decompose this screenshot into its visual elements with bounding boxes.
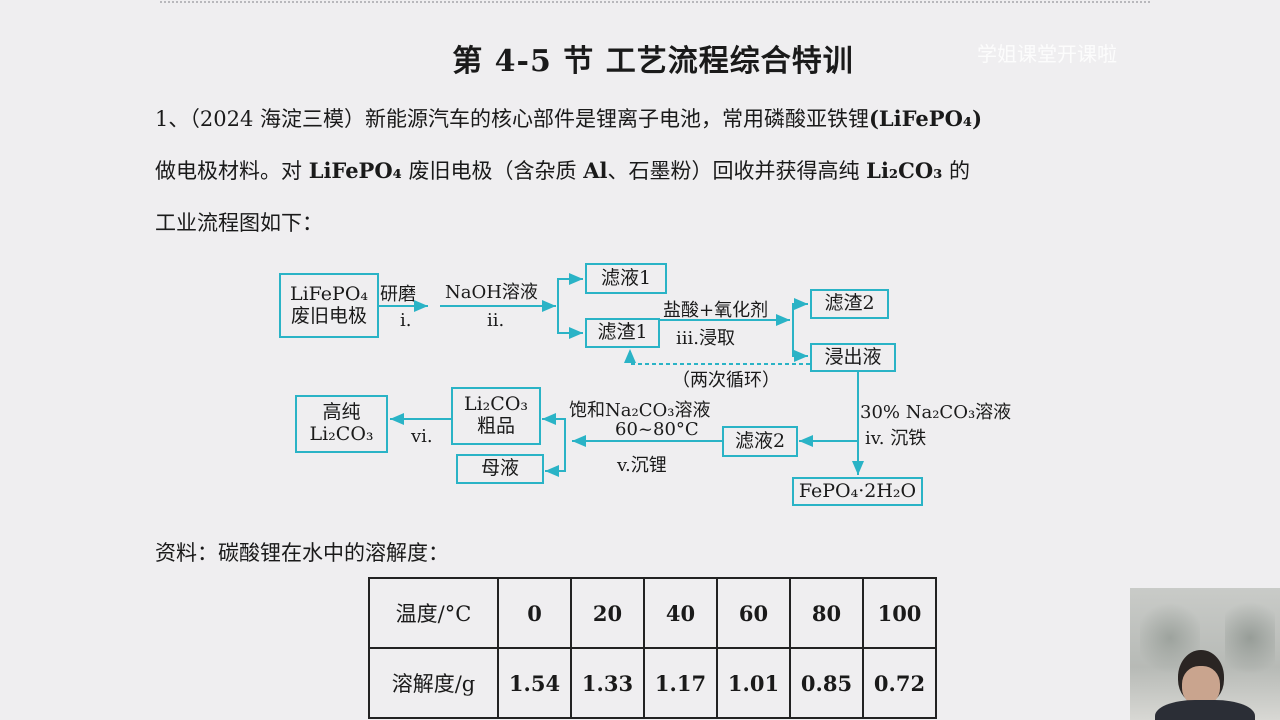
text: 粗品 [476, 415, 515, 437]
label-sat-na2co3: 饱和Na₂CO₃溶液 [569, 400, 711, 421]
solubility-table: 温度/°C 0 20 40 60 80 100 溶解度/g 1.54 1.33 … [368, 577, 937, 719]
cell: 60 [716, 577, 791, 649]
box-leachate: 浸出液 [810, 343, 896, 372]
text: LiFePO₄ [289, 282, 369, 305]
box-residue2: 滤渣2 [810, 289, 889, 319]
cell: 80 [789, 577, 864, 649]
arrow-cycle [624, 349, 810, 365]
table-row: 温度/°C 0 20 40 60 80 100 [368, 577, 937, 649]
box-crude: Li₂CO₃ 粗品 [451, 387, 541, 445]
question-line-1: 1、（2024 海淀三模）新能源汽车的核心部件是锂离子电池，常用磷酸亚铁锂(Li… [155, 103, 982, 133]
arrow-leachate [792, 320, 808, 362]
box-pure: 高纯 Li₂CO₃ [295, 395, 388, 453]
arrow-crude [542, 413, 566, 441]
arrow-mother [545, 441, 566, 477]
arrow-filtrate1 [557, 273, 583, 306]
formula: LiFePO₄ [308, 158, 402, 183]
label-step-i: i. [400, 310, 412, 331]
arrow-residue2 [792, 298, 808, 320]
text: 的 [942, 159, 971, 183]
page-title: 第 4-5 节 工艺流程综合特训 [452, 44, 854, 79]
webcam-overlay [1130, 588, 1280, 720]
formula: Al [583, 158, 608, 183]
label-na2co3-30: 30% Na₂CO₃溶液 [860, 402, 1012, 423]
box-filtrate1: 滤液1 [585, 263, 667, 294]
label-acid: 盐酸+氧化剂 [663, 300, 769, 321]
box-fepo4: FePO₄·2H₂O [792, 477, 923, 506]
text: 废旧电极 [290, 304, 367, 327]
cell: 1.54 [497, 647, 572, 719]
cell: 0 [497, 577, 572, 649]
label-temp: 60~80°C [615, 419, 699, 440]
row-header: 温度/°C [368, 577, 499, 649]
text: 高纯 [322, 401, 361, 424]
cell: 1.17 [643, 647, 718, 719]
label-naoh: NaOH溶液 [445, 282, 538, 303]
text: 1、（2024 海淀三模）新能源汽车的核心部件是锂离子电池，常用磷酸亚铁锂 [155, 107, 869, 131]
text: Li₂CO₃ [463, 393, 529, 416]
cell: 0.85 [789, 647, 864, 719]
label-step-iii: iii.浸取 [676, 328, 735, 349]
top-divider [160, 1, 1150, 3]
arrow-residue1 [557, 306, 583, 339]
watermark: 学姐课堂开课啦 [977, 42, 1117, 66]
text: 废旧电极（含杂质 [401, 159, 584, 183]
label-step-vi: vi. [411, 426, 433, 447]
label-cycle: （两次循环） [672, 370, 780, 391]
label-step-v: v.沉锂 [617, 455, 667, 476]
cell: 100 [862, 577, 937, 649]
table-row: 溶解度/g 1.54 1.33 1.17 1.01 0.85 0.72 [368, 647, 937, 719]
text: 做电极材料。对 [155, 159, 309, 183]
formula: (LiFePO₄) [868, 106, 983, 131]
cell: 1.01 [716, 647, 791, 719]
cell: 20 [570, 577, 645, 649]
box-residue1: 滤渣1 [585, 318, 660, 348]
label-grind: 研磨 [380, 284, 416, 305]
text: 、石墨粉）回收并获得高纯 [607, 159, 867, 183]
label-step-iv: iv. 沉铁 [865, 428, 927, 449]
cell: 1.33 [570, 647, 645, 719]
box-mother-liquor: 母液 [456, 454, 544, 484]
reference-label: 资料：碳酸锂在水中的溶解度： [155, 541, 449, 565]
box-filtrate2: 滤液2 [722, 426, 798, 457]
formula: Li₂CO₃ [866, 158, 943, 183]
row-header: 溶解度/g [368, 647, 499, 719]
question-line-2: 做电极材料。对 LiFePO₄ 废旧电极（含杂质 Al、石墨粉）回收并获得高纯 … [155, 155, 970, 185]
box-start: LiFePO₄ 废旧电极 [279, 273, 379, 338]
cell: 0.72 [862, 647, 937, 719]
cell: 40 [643, 577, 718, 649]
label-step-ii: ii. [487, 310, 505, 331]
question-line-3: 工业流程图如下： [155, 211, 323, 235]
text: Li₂CO₃ [309, 423, 374, 445]
